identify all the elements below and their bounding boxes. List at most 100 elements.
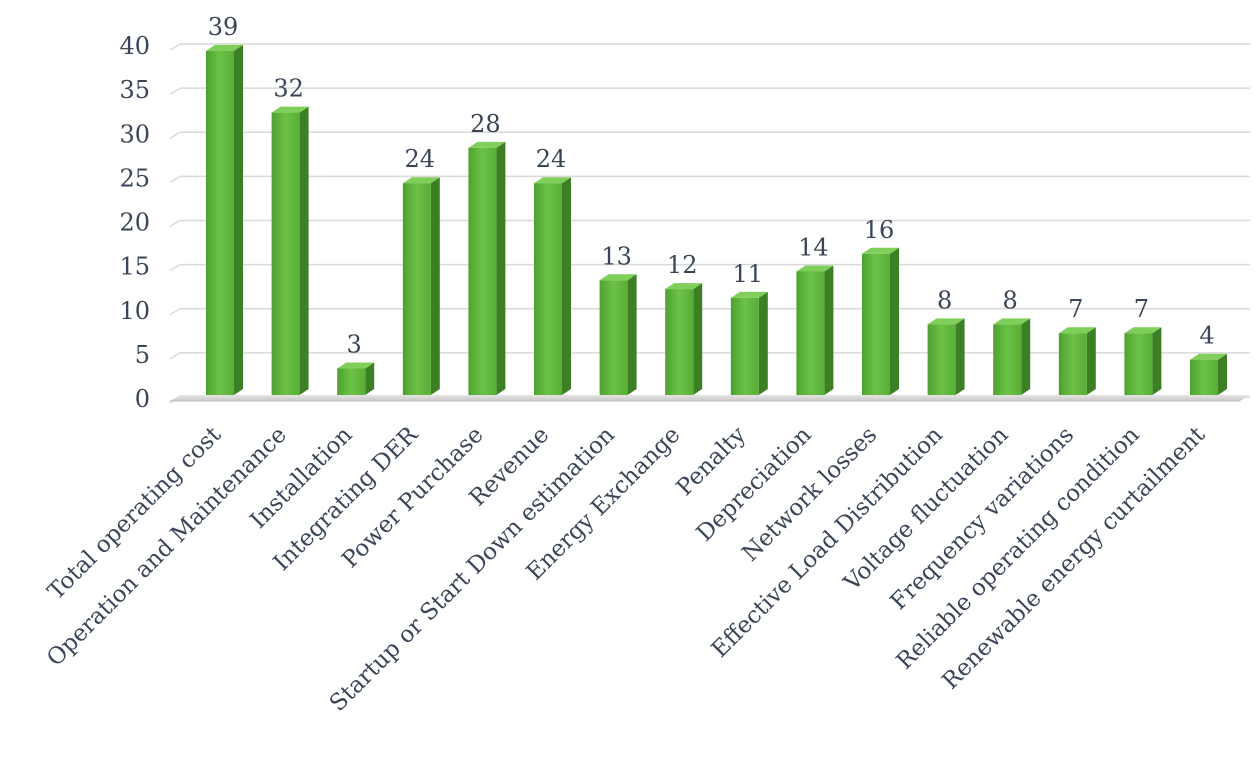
y-tick-label: 40 [119, 32, 150, 60]
data-label: 32 [273, 75, 304, 103]
bar-top [271, 106, 309, 113]
y-tick-label: 20 [119, 209, 150, 237]
bar-top [993, 318, 1031, 325]
bar-side [1021, 318, 1031, 395]
bar-top [206, 44, 243, 51]
bar-top [337, 362, 375, 369]
bar-top [796, 265, 834, 272]
data-labels: 39 32 3 24 28 24 13 12 11 14 16 8 8 7 7 4 [208, 13, 1215, 359]
bar-side [627, 274, 637, 395]
bar-front [206, 50, 234, 395]
bar-top [1058, 327, 1096, 334]
data-label: 11 [733, 260, 764, 288]
bar-front [927, 324, 956, 395]
bar [599, 274, 637, 395]
bar-top [1124, 327, 1162, 334]
bar [862, 247, 899, 395]
bar-top [1190, 353, 1227, 360]
gridline-connector [169, 87, 181, 95]
y-tick-label: 15 [119, 253, 150, 281]
bar-side [890, 247, 899, 395]
bar-top [665, 283, 703, 290]
bar-front [1190, 359, 1218, 395]
bar-front [1124, 333, 1153, 395]
bar-side [299, 106, 309, 395]
bar-top [468, 141, 506, 148]
bar-front [1058, 333, 1087, 395]
y-tick-label: 25 [119, 164, 150, 192]
gridline-connector [169, 352, 181, 360]
bar-side [234, 44, 243, 395]
bar [271, 106, 309, 395]
bar-top [730, 291, 768, 298]
bar-front [796, 271, 825, 395]
bar [206, 44, 243, 395]
bars [206, 44, 1227, 395]
data-label: 14 [798, 233, 829, 261]
data-label: 28 [470, 110, 501, 138]
bar [927, 318, 965, 395]
x-tick-label: Depreciation [692, 422, 817, 547]
bar-front [402, 183, 431, 395]
data-label: 7 [1068, 295, 1083, 323]
gridline-connector [169, 131, 181, 139]
bar [534, 177, 571, 395]
bar-side [365, 362, 375, 395]
data-label: 8 [1003, 286, 1018, 314]
bar [468, 141, 506, 395]
bar-top [862, 247, 899, 254]
bar-front [599, 280, 628, 395]
floor-plane [170, 395, 1250, 401]
y-axis-ticks: 0 5 10 15 20 25 30 35 40 [119, 32, 150, 413]
bar-top [402, 177, 440, 184]
bar-side [758, 291, 768, 395]
bar-front [862, 253, 890, 395]
bar [665, 283, 703, 395]
bar-side [1086, 327, 1096, 395]
bar-side [1152, 327, 1162, 395]
data-label: 24 [405, 145, 436, 173]
data-label: 24 [536, 145, 567, 173]
y-tick-label: 30 [119, 120, 150, 148]
bar [1058, 327, 1096, 395]
data-label: 7 [1134, 295, 1149, 323]
data-label: 12 [667, 251, 698, 279]
bar-side [824, 265, 834, 395]
y-tick-label: 0 [135, 385, 150, 413]
chart-floor [170, 395, 1250, 402]
bar-side [496, 141, 506, 395]
bar [796, 265, 834, 395]
bar [1124, 327, 1162, 395]
data-label: 39 [208, 13, 239, 41]
x-tick-label: Operation and Maintenance [42, 422, 292, 672]
data-label: 8 [937, 286, 952, 314]
bar [402, 177, 440, 395]
bar-front [730, 297, 759, 395]
bar-front [993, 324, 1022, 395]
bar-side [1218, 353, 1227, 395]
bar [1190, 353, 1227, 395]
bar-front [534, 183, 562, 395]
y-tick-label: 10 [119, 297, 150, 325]
bar-front [337, 368, 366, 395]
y-tick-label: 35 [119, 76, 150, 104]
data-label: 13 [601, 242, 632, 270]
gridline-connector [169, 175, 181, 184]
y-tick-label: 5 [135, 341, 150, 369]
bar-side [562, 177, 571, 395]
gridline-connector [169, 263, 181, 272]
gridline-connector [169, 43, 181, 51]
bar-side [955, 318, 965, 395]
bar-top [599, 274, 637, 281]
data-label: 3 [347, 331, 362, 359]
data-label: 4 [1199, 322, 1214, 350]
data-label: 16 [864, 216, 895, 244]
bar-side [693, 283, 703, 395]
gridlines [169, 43, 1250, 404]
bar [337, 362, 375, 395]
gridline-connector [169, 219, 181, 228]
bar-front [271, 112, 300, 395]
